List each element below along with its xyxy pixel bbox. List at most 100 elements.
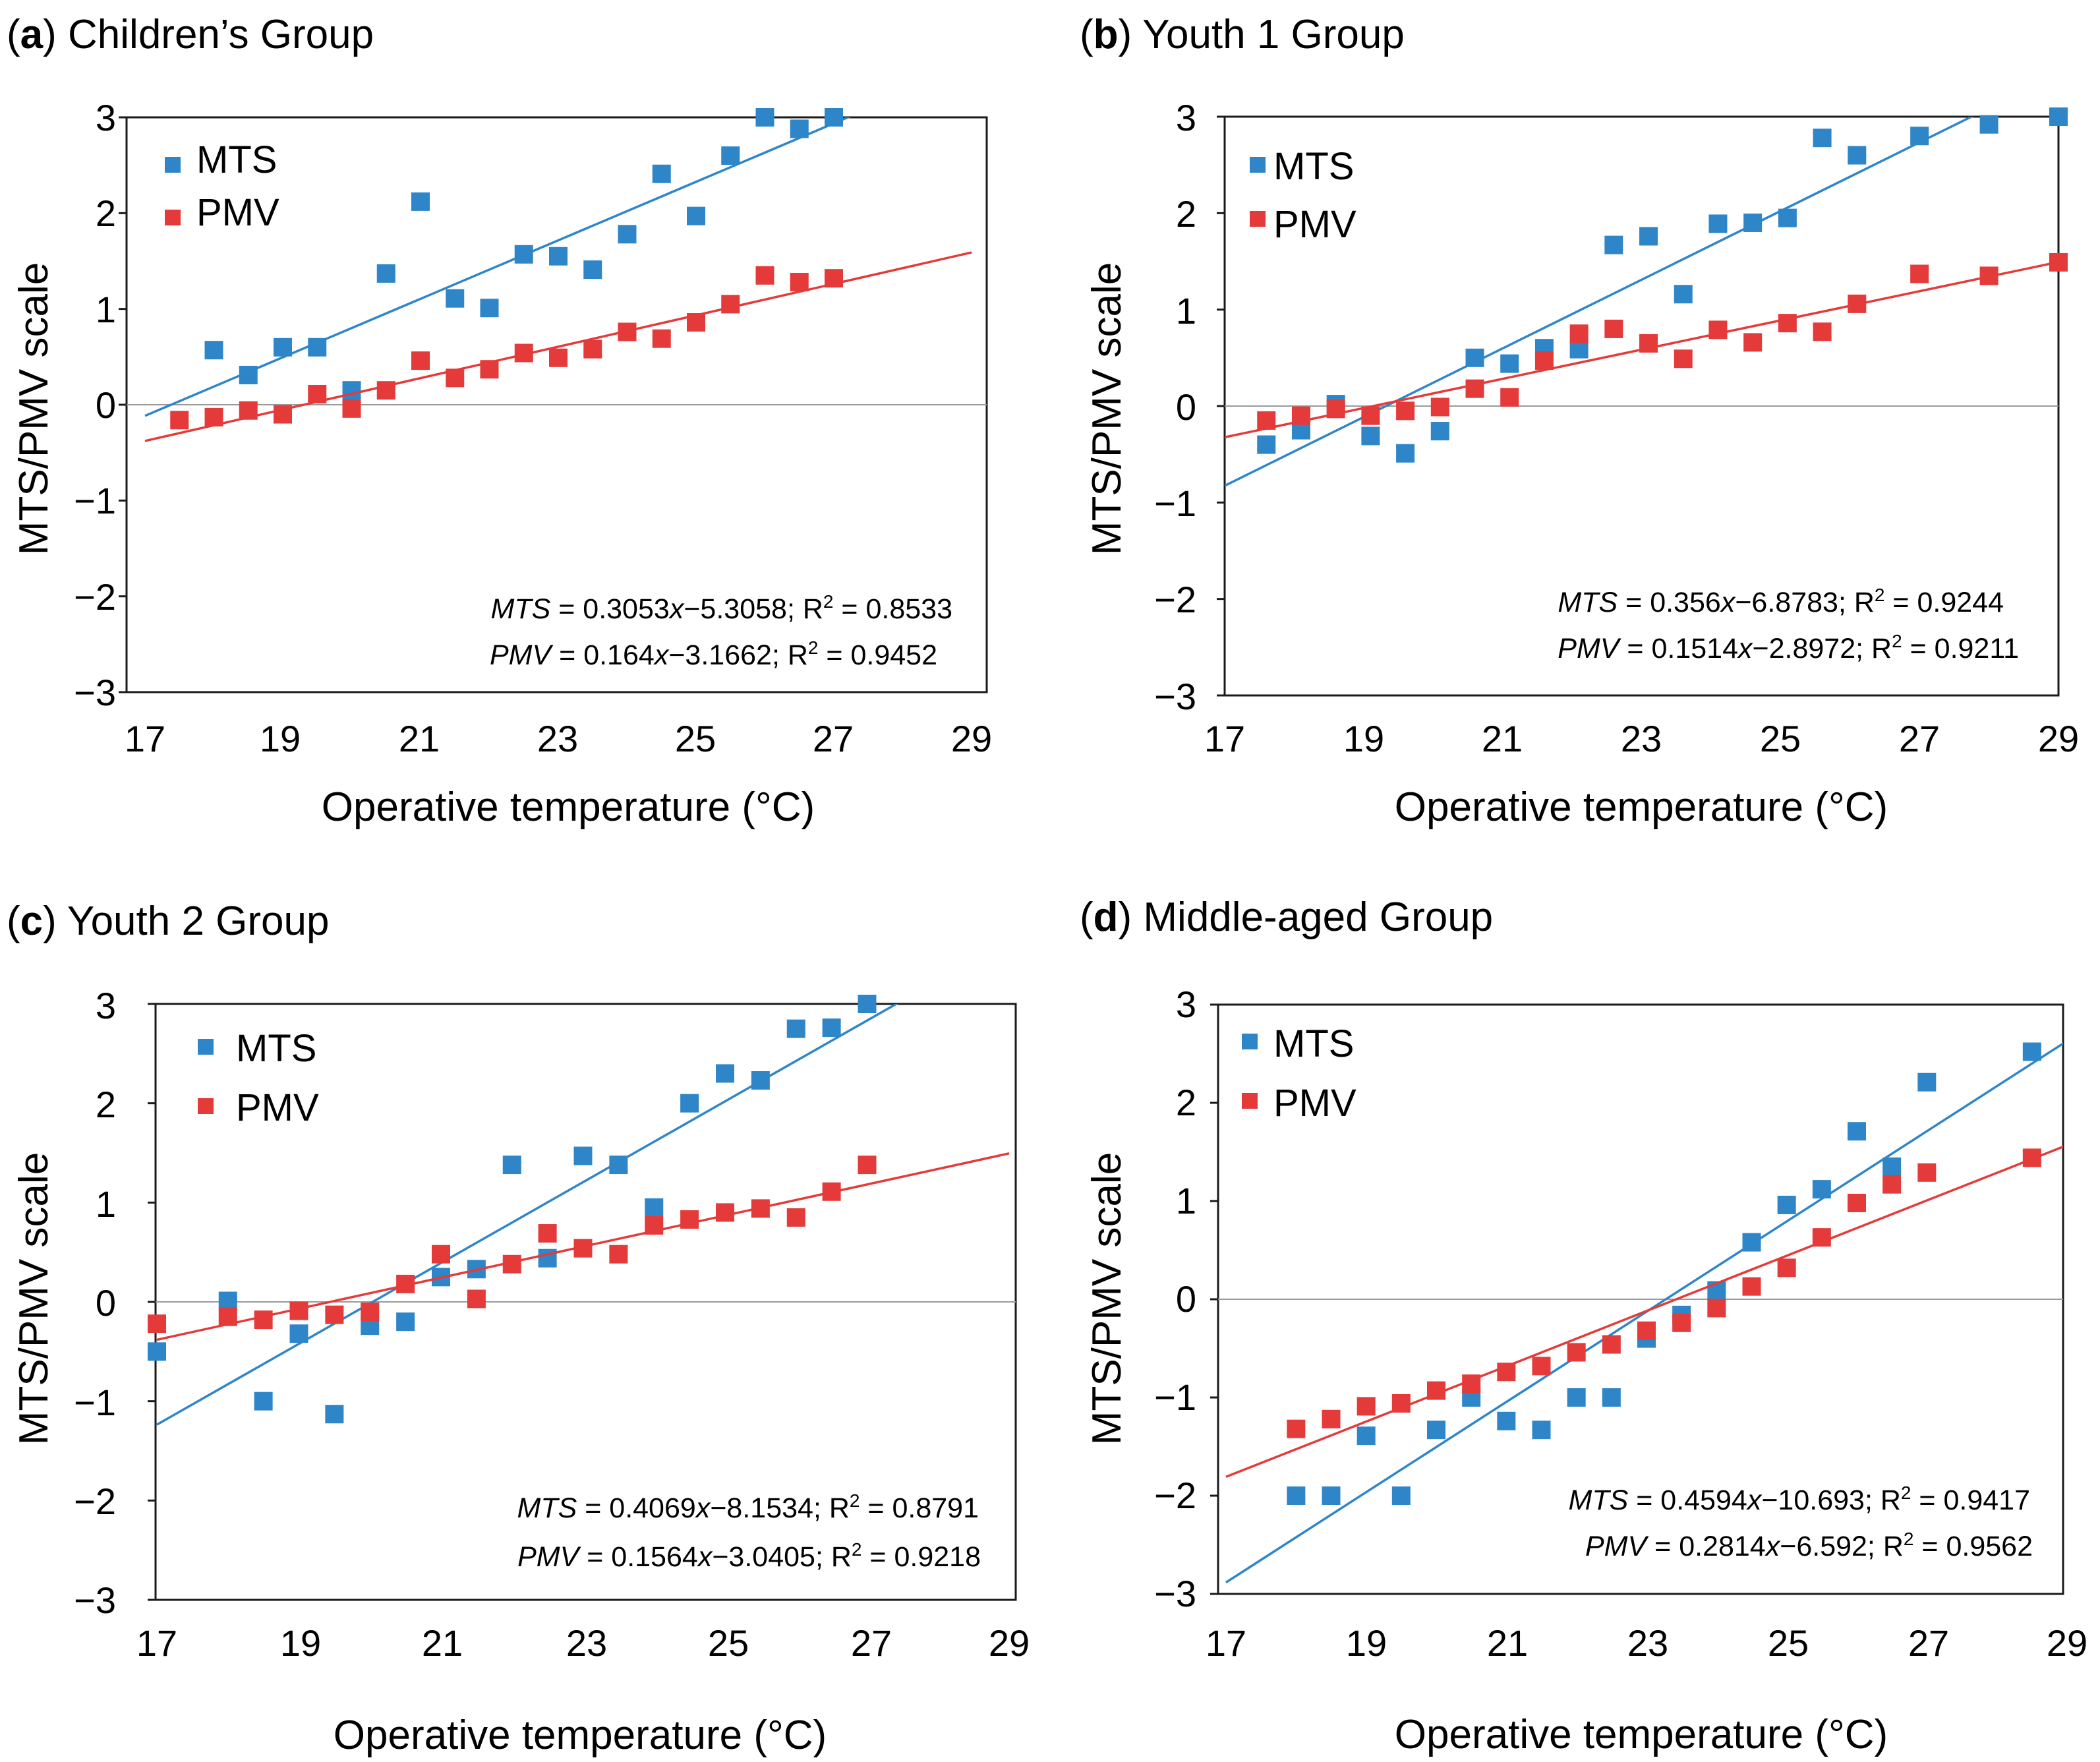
mts-point: [790, 119, 809, 138]
y-tick-label: 3: [1176, 984, 1196, 1025]
mts-point: [1465, 348, 1484, 367]
legend-mts-marker: [1250, 157, 1266, 173]
legend-mts-marker: [198, 1039, 214, 1055]
panel-d-x-ticks: 17 19 21 23 25 27 29: [1206, 1622, 2087, 1664]
pmv-point: [825, 269, 843, 288]
mts-point: [609, 1156, 628, 1175]
mts-point: [480, 299, 499, 318]
x-tick-label: 27: [813, 718, 854, 759]
pmv-point: [1848, 294, 1867, 313]
panel-a-letter-close: ): [43, 12, 68, 57]
mts-equation: MTS = 0.4069x−8.1534; R2 = 0.8791: [517, 1490, 979, 1524]
y-tick-label: −3: [74, 672, 116, 713]
y-tick-label: 3: [1176, 97, 1196, 138]
x-tick-label: 23: [1621, 718, 1662, 759]
panel-c-legend: MTS PMV: [198, 1027, 319, 1129]
x-tick-label: 19: [260, 718, 301, 759]
x-tick-label: 25: [1768, 1622, 1809, 1664]
mts-point: [308, 338, 327, 357]
pmv-point: [645, 1216, 664, 1235]
mts-point: [1361, 426, 1380, 446]
mts-point: [1979, 115, 1998, 134]
mts-point: [514, 245, 533, 264]
pmv-point: [751, 1199, 770, 1218]
mts-point: [1497, 1411, 1516, 1430]
y-tick-label: −3: [1154, 1573, 1196, 1614]
pmv-point: [1639, 334, 1658, 353]
panel-b-x-ticks: 17 19 21 23 25 27 29: [1204, 718, 2079, 759]
panel-b-plot: [1217, 107, 2068, 697]
pmv-point: [822, 1182, 841, 1201]
pmv-point: [1396, 401, 1415, 421]
mts-point: [342, 381, 361, 400]
pmv-equation: PMV = 0.1514x−2.8972; R2 = 0.9211: [1558, 631, 2019, 664]
mts-point: [1778, 208, 1797, 227]
pmv-point: [1462, 1374, 1481, 1394]
y-tick-label: 2: [1176, 193, 1196, 235]
y-tick-label: −2: [1154, 579, 1196, 620]
panel-b-y-axis-label: MTS/PMV scale: [1084, 262, 1130, 555]
mts-point: [1287, 1486, 1306, 1505]
mts-point: [1322, 1486, 1341, 1505]
mts-point: [1569, 339, 1589, 359]
y-tick-label: 1: [96, 289, 116, 330]
pmv-point: [432, 1245, 450, 1264]
mts-point: [1708, 214, 1728, 233]
legend-mts-label: MTS: [236, 1027, 316, 1070]
pmv-point: [1257, 411, 1276, 430]
pmv-point: [680, 1210, 699, 1229]
pmv-point: [342, 399, 361, 418]
y-tick-label: −2: [1154, 1475, 1196, 1516]
panel-c-x-axis-label: Operative temperature (°C): [334, 1713, 827, 1758]
x-tick-label: 19: [1343, 718, 1384, 759]
mts-point: [1910, 127, 1929, 146]
legend-pmv-marker: [1250, 211, 1266, 227]
mts-point: [1356, 1426, 1376, 1446]
pmv-point: [1532, 1357, 1551, 1376]
pmv-point: [1674, 349, 1693, 368]
mts-point: [1430, 422, 1449, 441]
mts-point: [239, 365, 258, 384]
mts-point: [716, 1064, 734, 1083]
x-tick-label: 17: [125, 718, 165, 759]
y-tick-label: 1: [1176, 290, 1196, 332]
pmv-point: [502, 1254, 521, 1274]
panel-b-legend: MTS PMV: [1250, 145, 1356, 246]
panel-b: (b) Youth 1 Group 3 2 1 0 −1 −2 −3 17 19…: [1080, 12, 2079, 830]
panel-c: (c) Youth 2 Group 3 2 1 0 −1 −2 −3 17 19…: [7, 898, 1030, 1758]
panel-c-title-text: Youth 2 Group: [67, 898, 330, 944]
mts-point: [538, 1248, 557, 1268]
pmv-point: [1322, 1409, 1341, 1428]
y-tick-label: −2: [74, 576, 116, 618]
panel-d-y-axis-label: MTS/PMV scale: [1084, 1152, 1130, 1445]
mts-point: [755, 108, 774, 127]
panel-d-title: (d) Middle-aged Group: [1080, 895, 1493, 940]
pmv-point: [308, 385, 327, 404]
mts-point: [1500, 354, 1519, 373]
mts-point: [1848, 1122, 1866, 1141]
pmv-point: [1430, 397, 1449, 417]
panel-c-y-axis-label: MTS/PMV scale: [11, 1152, 57, 1445]
pmv-point: [254, 1310, 273, 1330]
pmv-point: [1465, 379, 1484, 398]
mts-point: [583, 260, 602, 279]
mts-point: [1917, 1072, 1937, 1092]
x-tick-label: 17: [1204, 718, 1245, 759]
mts-point: [1257, 435, 1276, 454]
panel-d-equations: MTS = 0.4594x−10.693; R2 = 0.9417 PMV = …: [1569, 1483, 2033, 1562]
x-tick-label: 25: [1760, 718, 1801, 759]
mts-equation: MTS = 0.4594x−10.693; R2 = 0.9417: [1569, 1483, 2031, 1516]
y-tick-label: −3: [74, 1579, 116, 1621]
mts-point: [1567, 1388, 1586, 1407]
mts-point: [1848, 146, 1867, 165]
mts-point: [1777, 1195, 1796, 1214]
x-tick-label: 17: [136, 1622, 177, 1664]
pmv-point: [1534, 351, 1554, 370]
pmv-point: [396, 1274, 415, 1293]
mts-point: [1427, 1421, 1445, 1440]
panel-c-title: (c) Youth 2 Group: [7, 898, 330, 944]
panel-c-equations: MTS = 0.4069x−8.1534; R2 = 0.8791 PMV = …: [517, 1490, 981, 1573]
legend-mts-label: MTS: [1273, 145, 1354, 188]
panel-d-legend: MTS PMV: [1242, 1022, 1356, 1125]
mts-equation: MTS = 0.3053x−5.3058; R2 = 0.8533: [491, 591, 953, 625]
